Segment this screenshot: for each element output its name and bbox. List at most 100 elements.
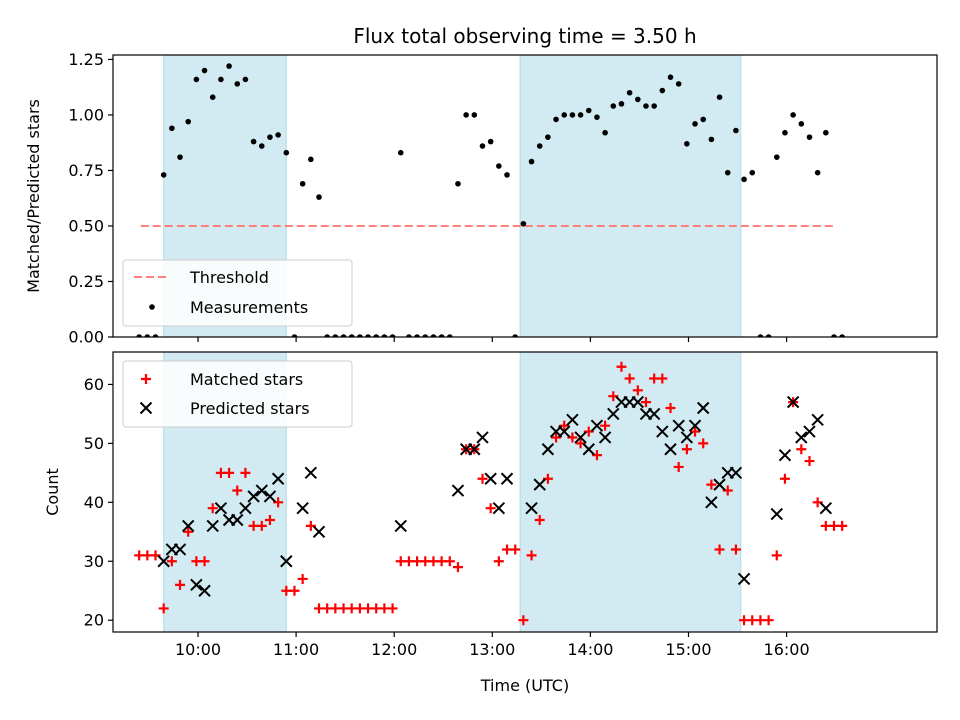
measurement-point [577, 112, 584, 118]
measurement-point [308, 156, 314, 163]
matched-marker [771, 550, 782, 561]
x-tick-label: 15:00 [665, 640, 711, 659]
matched-marker [240, 467, 251, 478]
matched-marker [640, 397, 651, 408]
matched-marker [534, 515, 545, 525]
matched-marker [289, 585, 300, 596]
matched-marker [256, 520, 267, 531]
measurement-point [136, 334, 142, 337]
series-predicted-stars [157, 395, 833, 597]
matched-marker [714, 544, 725, 555]
predicted-marker [231, 513, 244, 527]
measurement-point [332, 334, 339, 337]
measurement-point [234, 81, 241, 87]
measurement-point [430, 334, 437, 337]
measurement-point [471, 112, 478, 118]
matched-marker [837, 520, 848, 531]
measurement-point [160, 172, 167, 178]
predicted-marker [214, 502, 228, 515]
measurement-point [659, 87, 666, 94]
measurement-point [446, 334, 453, 337]
y-tick-label: 0.75 [68, 161, 104, 180]
predicted-marker [312, 525, 326, 538]
measurement-point [626, 89, 633, 96]
measurement-point [152, 334, 159, 337]
predicted-marker [541, 443, 555, 456]
measurement-point [536, 143, 543, 149]
measurement-point [757, 334, 764, 337]
measurement-point [765, 334, 772, 337]
measurement-point [553, 116, 559, 123]
measurement-point [823, 129, 829, 136]
legend-measurements-swatch [149, 304, 155, 310]
measurement-point [618, 101, 625, 107]
predicted-marker [705, 496, 718, 509]
x-tick-label: 16:00 [764, 640, 810, 659]
predicted-marker [181, 519, 195, 533]
predicted-marker [664, 443, 677, 456]
predicted-marker [255, 484, 268, 497]
measurement-point [267, 134, 273, 140]
matched-marker [673, 461, 684, 472]
measurement-point [814, 169, 821, 176]
predicted-marker [786, 395, 800, 409]
matched-marker [518, 615, 529, 626]
predicted-marker [558, 425, 571, 438]
y-tick-label: 0.00 [68, 328, 104, 347]
predicted-marker [737, 572, 751, 586]
predicted-marker [239, 502, 252, 515]
matched-marker [166, 556, 177, 567]
measurement-point [422, 334, 429, 337]
x-tick-label: 14:00 [567, 640, 613, 659]
legend-matched-label: Matched stars [190, 370, 303, 389]
series-measurements [136, 63, 845, 337]
predicted-marker [770, 507, 783, 521]
predicted-marker [566, 413, 579, 426]
measurement-point [218, 76, 224, 83]
matched-marker [706, 479, 717, 490]
observing-window-2 [519, 351, 742, 633]
predicted-marker [525, 502, 538, 515]
predicted-marker [582, 443, 595, 456]
measurement-point [348, 334, 355, 337]
measurement-point [667, 74, 674, 81]
predicted-marker [803, 425, 816, 438]
measurement-point [790, 112, 796, 118]
predicted-marker [795, 431, 808, 444]
y-tick-label: 1.25 [68, 50, 104, 69]
measurement-point [585, 107, 592, 114]
measurement-point [193, 76, 200, 83]
measurement-point [594, 114, 600, 120]
measurement-point [316, 194, 322, 200]
measurement-point [463, 112, 469, 118]
matched-marker [224, 467, 235, 478]
matched-marker [796, 444, 807, 455]
measurement-point [782, 129, 788, 136]
measurement-point [414, 334, 420, 337]
predicted-marker [394, 519, 407, 533]
predicted-marker [484, 472, 497, 485]
legend-measurements-label: Measurements [190, 298, 308, 317]
measurement-point [283, 149, 290, 156]
matched-marker [526, 550, 537, 561]
matched-marker [158, 603, 169, 614]
predicted-marker [672, 419, 685, 432]
matched-marker [477, 473, 488, 484]
predicted-marker [157, 555, 170, 568]
chart-title: Flux total observing time = 3.50 h [353, 24, 696, 48]
predicted-marker [574, 431, 587, 444]
measurement-point [365, 334, 371, 337]
measurement-point [487, 138, 494, 145]
predicted-marker [713, 478, 726, 491]
matched-marker [199, 556, 210, 567]
measurement-point [455, 180, 461, 187]
measurement-point [209, 94, 216, 100]
predicted-marker [598, 431, 612, 444]
measurement-point [741, 176, 747, 183]
predicted-marker [533, 478, 546, 491]
y-axis-label: Matched/Predicted stars [24, 99, 43, 293]
matched-marker [779, 473, 790, 484]
measurement-point [610, 103, 617, 109]
measurement-point [724, 169, 731, 176]
measurement-point [569, 112, 576, 118]
